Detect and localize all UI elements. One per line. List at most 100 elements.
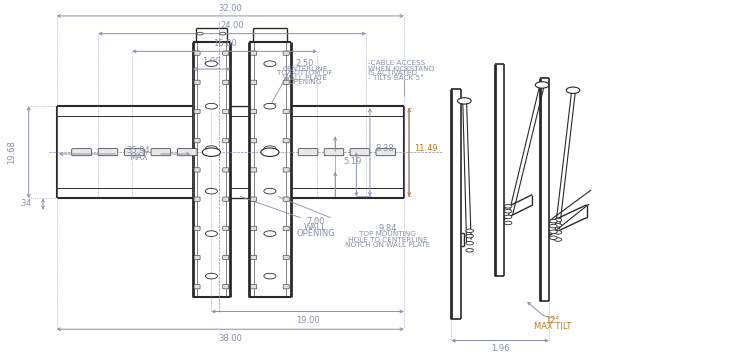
FancyBboxPatch shape: [251, 80, 257, 85]
Circle shape: [504, 221, 512, 225]
FancyBboxPatch shape: [194, 168, 200, 172]
Circle shape: [504, 215, 512, 219]
Circle shape: [261, 148, 279, 156]
Text: OPENING: OPENING: [288, 80, 322, 85]
FancyBboxPatch shape: [223, 138, 229, 143]
Text: 19.00: 19.00: [296, 316, 319, 325]
Text: IS ACTIVATED: IS ACTIVATED: [368, 70, 418, 76]
Circle shape: [205, 231, 217, 236]
Text: 1.96: 1.96: [491, 344, 510, 353]
Circle shape: [264, 188, 276, 194]
FancyBboxPatch shape: [283, 109, 289, 114]
Text: 24.00: 24.00: [220, 21, 244, 30]
Circle shape: [466, 229, 473, 233]
Circle shape: [504, 205, 512, 208]
Circle shape: [264, 103, 276, 109]
FancyBboxPatch shape: [251, 226, 257, 230]
FancyBboxPatch shape: [251, 138, 257, 143]
FancyBboxPatch shape: [194, 138, 200, 143]
Text: 5.19: 5.19: [344, 156, 362, 166]
FancyBboxPatch shape: [350, 149, 370, 156]
Circle shape: [466, 234, 473, 238]
Circle shape: [220, 32, 226, 35]
Text: 32.00: 32.00: [218, 4, 242, 13]
FancyBboxPatch shape: [125, 149, 144, 156]
Text: OPENING: OPENING: [296, 229, 335, 238]
FancyBboxPatch shape: [194, 51, 200, 55]
FancyBboxPatch shape: [251, 109, 257, 114]
FancyBboxPatch shape: [72, 149, 91, 156]
Circle shape: [205, 273, 217, 279]
FancyBboxPatch shape: [283, 138, 289, 143]
Text: -CABLE ACCESS: -CABLE ACCESS: [368, 60, 426, 66]
FancyBboxPatch shape: [298, 149, 318, 156]
FancyBboxPatch shape: [251, 256, 257, 260]
Circle shape: [550, 219, 557, 223]
FancyBboxPatch shape: [223, 51, 229, 55]
Circle shape: [550, 224, 557, 228]
Text: CENTERLINE: CENTERLINE: [282, 66, 328, 72]
Text: 19.68: 19.68: [8, 140, 17, 164]
Text: - TILTS BACK 5°: - TILTS BACK 5°: [368, 75, 424, 81]
FancyBboxPatch shape: [223, 197, 229, 201]
Circle shape: [554, 238, 562, 241]
FancyBboxPatch shape: [324, 149, 344, 156]
FancyBboxPatch shape: [283, 285, 289, 289]
FancyBboxPatch shape: [251, 285, 257, 289]
Circle shape: [504, 210, 512, 213]
FancyBboxPatch shape: [283, 256, 289, 260]
Text: 38.00: 38.00: [218, 333, 242, 343]
FancyBboxPatch shape: [98, 149, 118, 156]
Circle shape: [202, 148, 220, 156]
Text: .34: .34: [19, 199, 31, 209]
FancyBboxPatch shape: [283, 197, 289, 201]
FancyBboxPatch shape: [251, 197, 257, 201]
Circle shape: [535, 82, 549, 88]
Circle shape: [205, 188, 217, 194]
FancyBboxPatch shape: [194, 226, 200, 230]
Text: WALL PLATE: WALL PLATE: [283, 75, 327, 81]
Text: 1.00: 1.00: [202, 57, 220, 66]
Circle shape: [554, 218, 562, 222]
Circle shape: [554, 224, 562, 227]
Circle shape: [550, 236, 557, 240]
Circle shape: [264, 231, 276, 236]
FancyBboxPatch shape: [194, 285, 200, 289]
FancyBboxPatch shape: [151, 149, 171, 156]
FancyBboxPatch shape: [223, 80, 229, 85]
Text: TO BOTTOM OF: TO BOTTOM OF: [277, 70, 333, 76]
Circle shape: [205, 61, 217, 67]
Text: 7.00: 7.00: [307, 217, 325, 226]
Circle shape: [197, 32, 203, 35]
FancyBboxPatch shape: [177, 149, 197, 156]
FancyBboxPatch shape: [194, 197, 200, 201]
FancyBboxPatch shape: [194, 80, 200, 85]
Text: HOLE TO CENTERLINE: HOLE TO CENTERLINE: [347, 237, 427, 242]
Circle shape: [264, 273, 276, 279]
Circle shape: [566, 87, 580, 93]
Text: 11.49: 11.49: [414, 144, 438, 153]
FancyBboxPatch shape: [283, 51, 289, 55]
Text: 16.00: 16.00: [213, 39, 236, 48]
Text: MAX: MAX: [129, 153, 147, 162]
Text: NOTCH ON WALL PLATE: NOTCH ON WALL PLATE: [345, 242, 430, 248]
FancyBboxPatch shape: [223, 285, 229, 289]
FancyBboxPatch shape: [283, 80, 289, 85]
Text: MAX TILT: MAX TILT: [534, 322, 572, 331]
FancyBboxPatch shape: [223, 109, 229, 114]
Text: 12°: 12°: [545, 316, 560, 325]
Circle shape: [205, 146, 217, 152]
Circle shape: [466, 249, 473, 252]
FancyBboxPatch shape: [251, 51, 257, 55]
Circle shape: [264, 146, 276, 152]
FancyBboxPatch shape: [194, 256, 200, 260]
FancyBboxPatch shape: [223, 226, 229, 230]
Circle shape: [458, 98, 471, 104]
FancyBboxPatch shape: [223, 256, 229, 260]
Text: 2.50: 2.50: [296, 58, 314, 68]
FancyBboxPatch shape: [283, 168, 289, 172]
Text: 9.84: 9.84: [378, 224, 396, 233]
Text: 35.94: 35.94: [126, 146, 150, 155]
Text: WALL: WALL: [304, 223, 327, 232]
Circle shape: [264, 61, 276, 67]
